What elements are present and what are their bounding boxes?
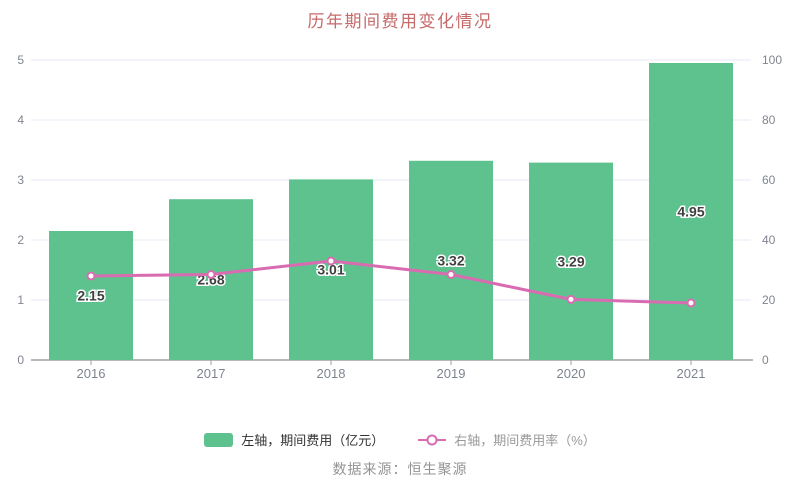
bar-2021[interactable]: [649, 63, 733, 360]
line-point-2020[interactable]: [566, 294, 576, 304]
data-source-note: 数据来源：恒生聚源: [332, 461, 468, 477]
legend-bar-label: 左轴，期间费用（亿元）: [241, 433, 385, 448]
bar-2017[interactable]: [169, 199, 253, 360]
legend-item-line-series[interactable]: 右轴，期间费用率（%）: [418, 430, 596, 449]
left-axis-tick-label: 1: [17, 293, 24, 307]
bar-value-label-2019: 3.32: [437, 252, 464, 268]
line-point-2017[interactable]: [206, 270, 216, 279]
bar-2020[interactable]: [529, 162, 613, 360]
bar-2019[interactable]: [409, 160, 493, 360]
chart-canvas: 0 1 2 3 4 5 0 20 40 60 80 100 2016 2017 2018 2019 2020 20…: [17, 53, 782, 381]
right-axis-tick-label: 20: [762, 293, 776, 307]
right-axis-tick-label: 60: [762, 173, 776, 187]
rate-line: [90, 259, 692, 305]
line-point-2018[interactable]: [326, 256, 336, 266]
x-axis-label-2021: 2021: [677, 366, 706, 381]
x-axis-label-2017: 2017: [197, 366, 226, 381]
x-axis-label-2020: 2020: [557, 366, 586, 381]
bar-series-swatch-icon: [204, 432, 234, 447]
chart-legend: 左轴，期间费用（亿元） 右轴，期间费用率（%）: [0, 430, 800, 449]
bar-2016[interactable]: [49, 231, 133, 360]
x-axis-label-2016: 2016: [77, 366, 106, 381]
left-axis-tick-label: 5: [17, 53, 24, 67]
line-point-2021[interactable]: [686, 298, 696, 308]
line-point-2019[interactable]: [446, 270, 456, 279]
right-axis-tick-label: 40: [762, 233, 776, 247]
x-axis-label-2019: 2019: [437, 366, 466, 381]
left-axis-tick-label: 0: [17, 353, 24, 367]
right-axis-tick-label: 80: [762, 113, 776, 127]
bar-value-label-2016: 2.15: [77, 288, 104, 304]
left-axis-tick-label: 4: [17, 113, 24, 127]
bar-value-label-2020: 3.29: [557, 253, 584, 269]
x-axis-label-2018: 2018: [317, 366, 346, 381]
legend-line-label: 右轴，期间费用率（%）: [454, 433, 596, 448]
right-axis-tick-label: 100: [762, 53, 782, 67]
bar-value-label-2018: 3.01: [317, 262, 344, 278]
line-series-marker-icon: [418, 433, 447, 447]
bar-2018[interactable]: [289, 179, 373, 360]
legend-item-bar-series[interactable]: 左轴，期间费用（亿元）: [204, 430, 384, 449]
line-point-2016[interactable]: [86, 271, 96, 281]
bar-value-label-2021: 4.95: [677, 204, 704, 220]
right-axis-tick-label: 0: [762, 353, 769, 367]
chart-title: 历年期间费用变化情况: [307, 12, 493, 31]
left-axis-tick-label: 2: [17, 233, 24, 247]
left-axis-tick-label: 3: [17, 173, 24, 187]
